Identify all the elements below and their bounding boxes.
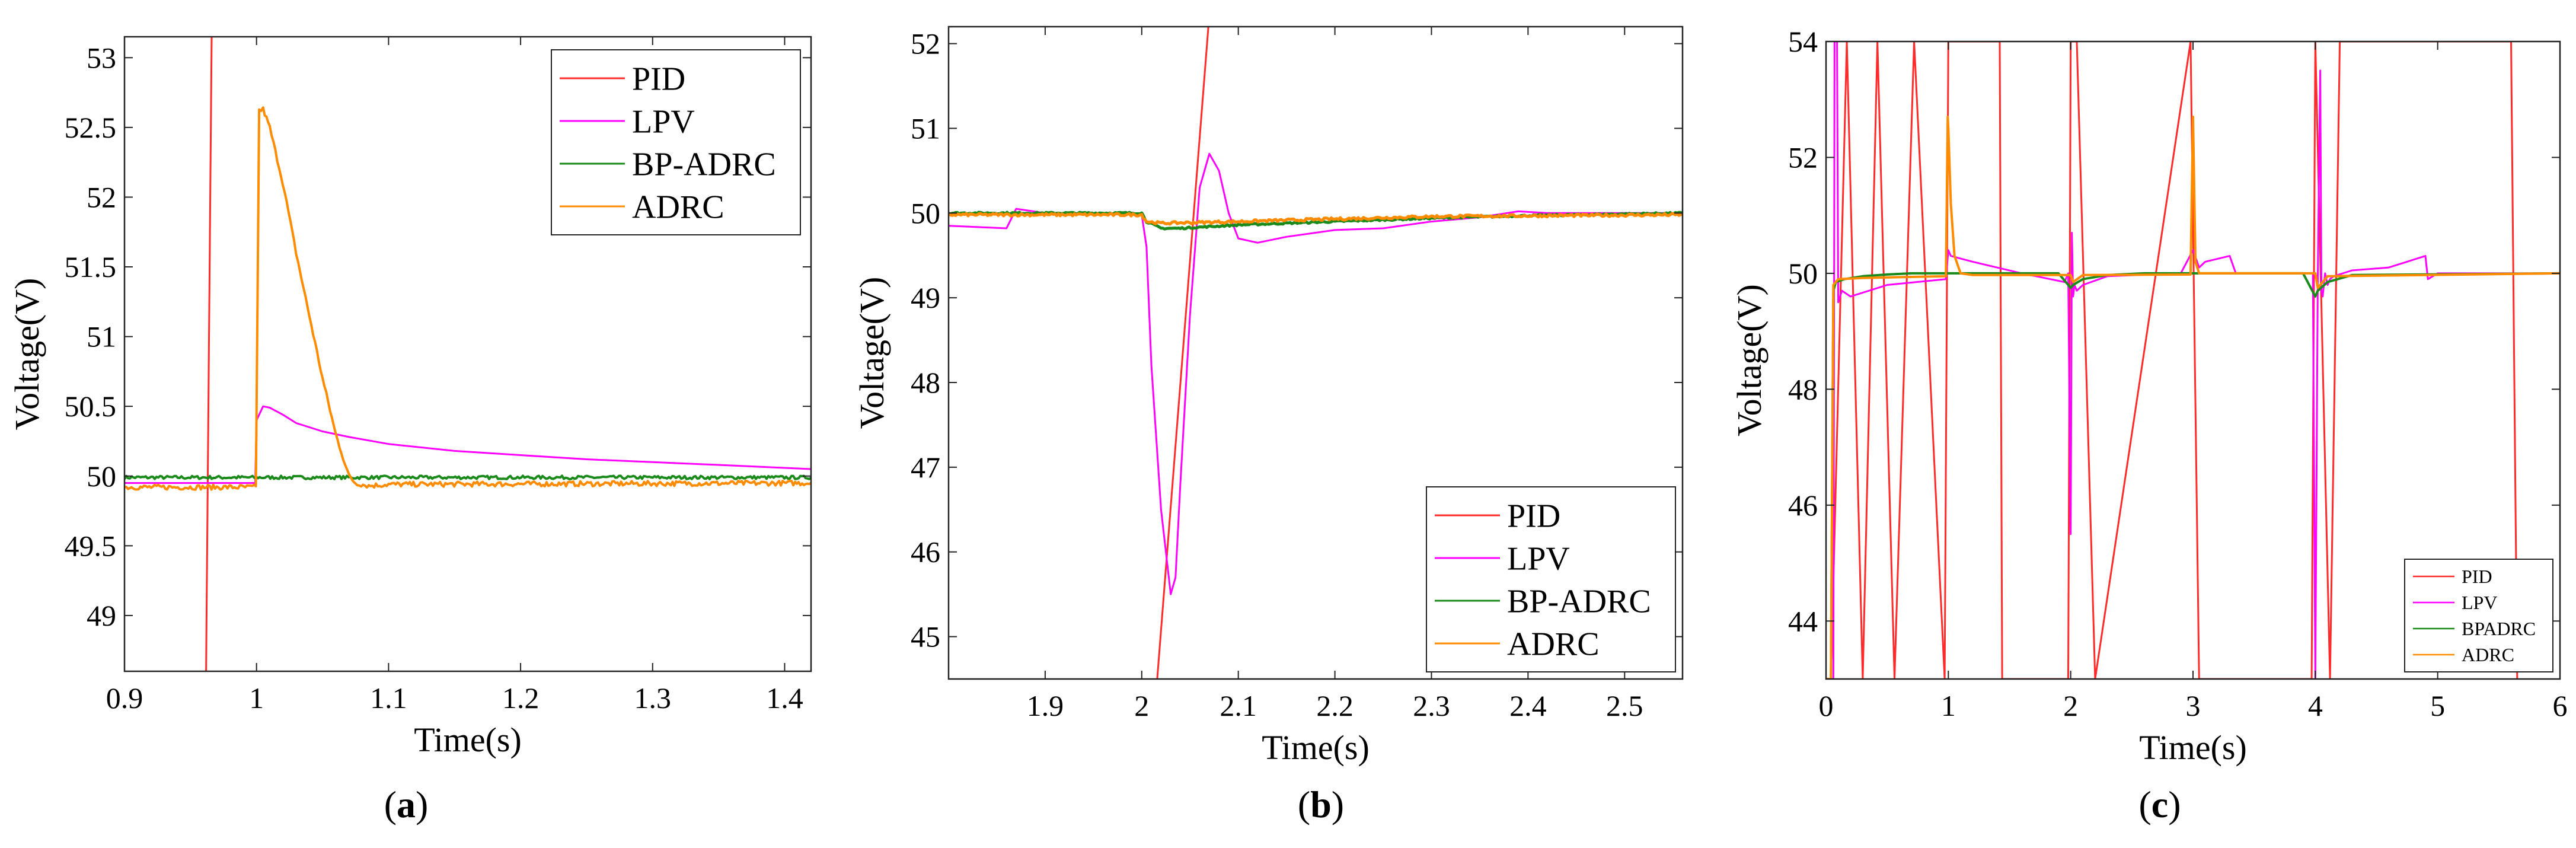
x-axis-label: Time(s) — [1262, 728, 1370, 767]
series-line-pid — [1156, 27, 1209, 679]
chart-a: 0.9 1 1.1 1.2 1.3 1.4 49 49.5 50 50.5 51 51.5 52 52.5… — [8, 36, 812, 759]
y-tick-label: 51.5 — [65, 250, 117, 283]
x-tick-label: 2.5 — [1606, 689, 1643, 722]
y-tick-label: 46 — [1788, 489, 1818, 522]
legend-label-bp-adrc: BP-ADRC — [632, 146, 776, 183]
legend-box — [551, 49, 801, 235]
y-tick-label: 49.5 — [65, 529, 117, 562]
plot-area-b — [949, 27, 1683, 679]
caption-c-letter: c — [2151, 783, 2169, 825]
legend-label-pid: PID — [1507, 498, 1560, 535]
legend-label-lpv: LPV — [632, 104, 695, 141]
y-tick-label: 48 — [911, 366, 940, 399]
y-tick-label: 49 — [87, 599, 116, 632]
x-tick-label: 1.2 — [502, 681, 540, 715]
x-tick-label: 3 — [2186, 689, 2201, 722]
y-axis-label: Voltage(V) — [853, 277, 891, 429]
axes-box-a — [123, 36, 812, 672]
legend-label-adrc: ADRC — [632, 189, 724, 226]
x-axis-label: Time(s) — [2139, 728, 2247, 767]
caption-c-open: ( — [2138, 783, 2152, 825]
caption-b-letter: b — [1310, 783, 1332, 825]
x-tick-label: 1 — [1941, 689, 1956, 722]
legend-c: PID LPV BPADRC ADRC — [2404, 559, 2553, 672]
y-tick-label: 50 — [1788, 257, 1818, 290]
x-tick-label: 2 — [1134, 689, 1149, 722]
series-line-adrc — [949, 212, 1683, 226]
y-tick-label: 52 — [87, 180, 116, 213]
x-tick-label: 2.1 — [1220, 689, 1257, 722]
x-tick-label: 0.9 — [106, 681, 143, 715]
caption-b-open: ( — [1297, 783, 1311, 825]
x-tick-label: 1.1 — [370, 681, 407, 715]
y-axis-label: Voltage(V) — [1730, 284, 1769, 436]
legend-label-lpv: LPV — [1507, 541, 1570, 578]
y-tick-label: 52.5 — [65, 111, 117, 144]
axes-box-b — [947, 25, 1684, 680]
y-tick-label: 48 — [1788, 372, 1818, 406]
legend-label-bp-adrc: BP-ADRC — [1507, 584, 1651, 620]
legend-label-adrc: ADRC — [1507, 626, 1600, 663]
y-tick-label: 52 — [1788, 141, 1818, 174]
y-tick-label: 51 — [87, 320, 116, 353]
x-tick-label: 2.2 — [1316, 689, 1354, 722]
caption-b-close: ) — [1331, 783, 1345, 825]
y-tick-label: 49 — [911, 281, 940, 314]
legend-label-bpadrc: BPADRC — [2462, 618, 2536, 639]
x-tick-label: 2.4 — [1509, 689, 1547, 722]
caption-c: (c) — [2101, 783, 2219, 827]
y-tick-label: 47 — [911, 451, 940, 484]
x-tick-label: 1 — [249, 681, 264, 715]
legend-label-pid: PID — [2462, 566, 2492, 587]
series-line-adrc — [125, 106, 811, 491]
series-line-lpv — [125, 405, 811, 484]
plot-area-c — [1826, 42, 2560, 679]
legend-box — [1426, 486, 1676, 672]
legend-label-lpv: LPV — [2462, 592, 2497, 613]
x-tick-label: 2 — [2063, 689, 2078, 722]
y-tick-label: 46 — [911, 535, 940, 569]
x-tick-label: 5 — [2430, 689, 2445, 722]
series-line-bpadrc — [1826, 272, 2560, 679]
caption-c-close: ) — [2168, 783, 2181, 825]
caption-a-letter: a — [397, 783, 416, 825]
x-tick-label: 2.3 — [1413, 689, 1450, 722]
x-tick-label: 6 — [2553, 689, 2568, 722]
caption-b: (b) — [1262, 783, 1380, 827]
caption-a-close: ) — [416, 783, 429, 825]
x-tick-label: 0 — [1819, 689, 1834, 722]
series-line-pid — [205, 37, 213, 671]
y-tick-label: 53 — [87, 41, 116, 74]
legend-label-adrc: ADRC — [2462, 644, 2514, 665]
x-tick-label: 4 — [2308, 689, 2323, 722]
caption-a: (a) — [347, 783, 465, 827]
x-tick-label: 1.9 — [1027, 689, 1064, 722]
x-tick-label: 1.3 — [634, 681, 672, 715]
y-tick-label: 45 — [911, 620, 940, 653]
chart-b: 1.9 2 2.1 2.2 2.3 2.4 2.5 45 46 47 48 49 50 51 52 Time(… — [853, 25, 1684, 767]
legend-box — [2404, 559, 2553, 672]
plot-area-a — [125, 37, 811, 671]
y-tick-label: 44 — [1788, 604, 1818, 637]
x-tick-label: 1.4 — [766, 681, 803, 715]
y-tick-label: 50 — [87, 460, 116, 493]
x-axis-label: Time(s) — [414, 721, 522, 759]
caption-a-open: ( — [384, 783, 397, 825]
y-tick-label: 51 — [911, 111, 940, 145]
legend-b: PID LPV BP-ADRC ADRC — [1426, 486, 1676, 672]
series-line-bp-adrc — [125, 474, 811, 480]
y-tick-label: 52 — [911, 27, 940, 60]
legend-a: PID LPV BP-ADRC ADRC — [551, 49, 801, 235]
series-line-adrc — [1826, 116, 2560, 679]
y-axis-label: Voltage(V) — [8, 278, 46, 431]
y-tick-label: 50.5 — [65, 390, 117, 423]
y-tick-label: 50 — [911, 196, 940, 229]
chart-c: 0 1 2 3 4 5 6 44 46 48 50 52 54 Time(s) Voltage(V) PID L… — [1730, 25, 2568, 767]
legend-label-pid: PID — [632, 61, 685, 98]
y-tick-label: 54 — [1788, 25, 1818, 58]
series-line-lpv — [949, 152, 1683, 595]
